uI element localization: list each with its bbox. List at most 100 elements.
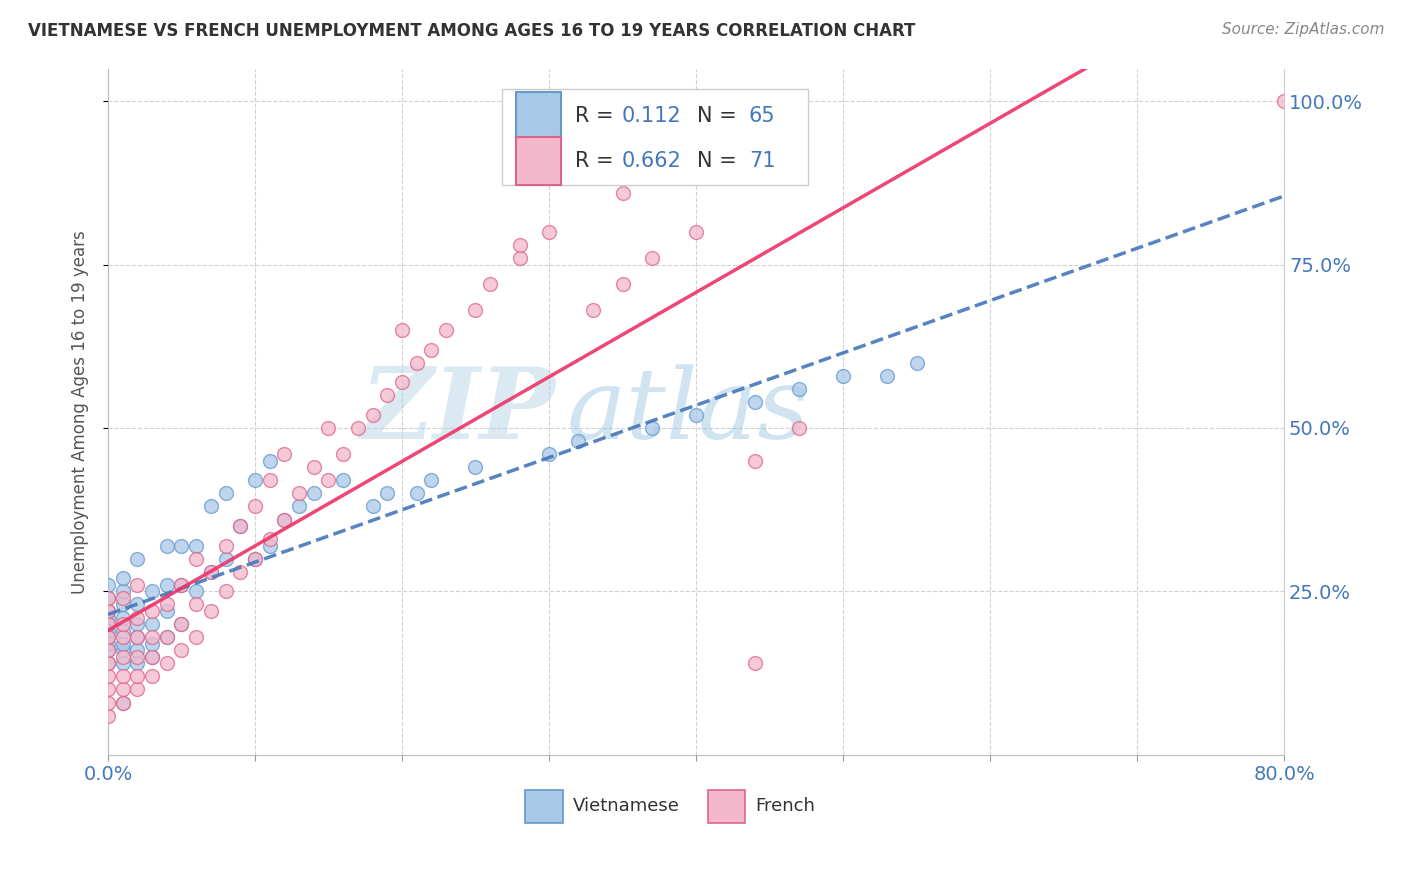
- Point: [259, 532, 281, 546]
- Point: [97, 630, 120, 644]
- Point: [332, 447, 354, 461]
- Y-axis label: Unemployment Among Ages 16 to 19 years: Unemployment Among Ages 16 to 19 years: [72, 230, 89, 593]
- Point: [332, 473, 354, 487]
- Point: [156, 657, 179, 671]
- Point: [288, 486, 311, 500]
- Point: [97, 637, 120, 651]
- Point: [259, 473, 281, 487]
- Text: R =: R =: [575, 106, 620, 126]
- Point: [186, 551, 208, 566]
- Point: [127, 682, 149, 697]
- Point: [375, 388, 398, 402]
- Point: [259, 539, 281, 553]
- Point: [97, 617, 120, 632]
- Point: [243, 473, 266, 487]
- Text: French: French: [755, 797, 814, 815]
- Point: [111, 643, 134, 657]
- Point: [97, 591, 120, 605]
- Point: [111, 696, 134, 710]
- Point: [111, 617, 134, 632]
- Point: [347, 421, 370, 435]
- Point: [156, 578, 179, 592]
- Point: [97, 624, 120, 638]
- Point: [200, 604, 222, 618]
- Point: [156, 598, 179, 612]
- Point: [186, 630, 208, 644]
- Point: [97, 696, 120, 710]
- Point: [229, 519, 252, 533]
- Point: [127, 643, 149, 657]
- Point: [111, 610, 134, 624]
- Point: [318, 473, 340, 487]
- FancyBboxPatch shape: [526, 790, 564, 823]
- Point: [111, 657, 134, 671]
- Point: [186, 539, 208, 553]
- Point: [537, 225, 560, 239]
- Point: [127, 551, 149, 566]
- Text: 0.662: 0.662: [621, 151, 682, 171]
- Point: [229, 565, 252, 579]
- Point: [127, 630, 149, 644]
- Point: [744, 657, 766, 671]
- Point: [273, 512, 295, 526]
- FancyBboxPatch shape: [516, 137, 561, 186]
- Point: [141, 637, 163, 651]
- Text: R =: R =: [575, 151, 620, 171]
- Text: N =: N =: [697, 106, 744, 126]
- Point: [97, 708, 120, 723]
- Point: [111, 649, 134, 664]
- Point: [787, 421, 810, 435]
- Point: [111, 669, 134, 683]
- Point: [141, 649, 163, 664]
- Point: [97, 630, 120, 644]
- Point: [170, 643, 193, 657]
- Point: [111, 696, 134, 710]
- Point: [302, 460, 325, 475]
- Point: [876, 368, 898, 383]
- Point: [391, 323, 413, 337]
- Point: [97, 657, 120, 671]
- Point: [127, 630, 149, 644]
- Point: [97, 604, 120, 618]
- Point: [420, 343, 443, 357]
- FancyBboxPatch shape: [502, 89, 807, 186]
- Point: [97, 591, 120, 605]
- Point: [361, 500, 384, 514]
- Point: [243, 551, 266, 566]
- Point: [214, 584, 236, 599]
- Point: [391, 376, 413, 390]
- Point: [537, 447, 560, 461]
- Point: [97, 604, 120, 618]
- Point: [744, 395, 766, 409]
- Point: [97, 669, 120, 683]
- Point: [111, 624, 134, 638]
- Point: [434, 323, 457, 337]
- Point: [141, 649, 163, 664]
- Point: [97, 657, 120, 671]
- Point: [273, 512, 295, 526]
- Point: [200, 500, 222, 514]
- Point: [170, 578, 193, 592]
- Point: [479, 277, 502, 292]
- Point: [127, 578, 149, 592]
- Point: [1272, 94, 1295, 108]
- Point: [685, 408, 707, 422]
- Point: [214, 539, 236, 553]
- Point: [170, 539, 193, 553]
- Point: [229, 519, 252, 533]
- Point: [612, 186, 634, 200]
- Point: [156, 630, 179, 644]
- Text: Source: ZipAtlas.com: Source: ZipAtlas.com: [1222, 22, 1385, 37]
- Point: [170, 617, 193, 632]
- Point: [567, 434, 589, 448]
- Point: [97, 578, 120, 592]
- Point: [200, 565, 222, 579]
- Point: [243, 500, 266, 514]
- Point: [641, 251, 664, 265]
- Point: [97, 617, 120, 632]
- Point: [612, 277, 634, 292]
- Point: [259, 453, 281, 467]
- Point: [361, 408, 384, 422]
- Text: 0.112: 0.112: [621, 106, 682, 126]
- Point: [243, 551, 266, 566]
